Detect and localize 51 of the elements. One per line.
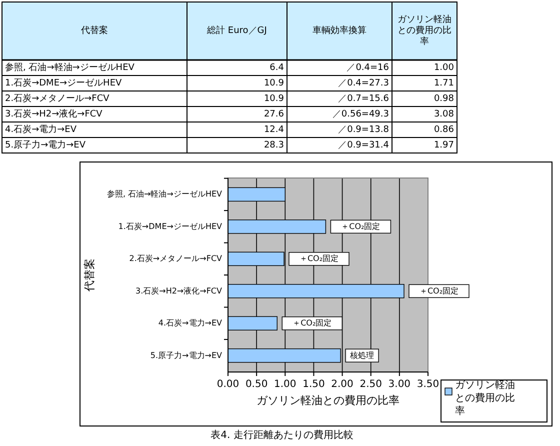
y-tick-label: 1.石炭→DME→ジーゼルHEV (118, 222, 223, 231)
text: 代替案 (80, 25, 108, 36)
x-tick-label: 0.00 (216, 379, 240, 390)
data-label: 12.4 (264, 125, 284, 136)
text: 車輌効率換算 (312, 25, 366, 36)
x-tick-label: 2.50 (360, 379, 382, 390)
annotation: ＋CO₂固定 (299, 254, 339, 264)
data-label: 1.00 (434, 63, 454, 74)
y-tick-label: 2.石炭→メタノール→FCV (129, 254, 223, 264)
text: 表4. 走行距離あたりの費用比較 (210, 429, 354, 441)
category-label: 2.石炭→メタノール→FCV (5, 93, 110, 104)
category-label: 3.石炭→H2→液化→FCV (5, 108, 104, 120)
category-label: 4.石炭→電力→EV (5, 124, 78, 136)
data-label: 0.98 (434, 94, 454, 104)
annotation: 核処理 (349, 350, 374, 360)
x-tick-label: 3.50 (416, 379, 440, 390)
text: ガソリン軽油との費用の比率 (398, 14, 452, 48)
data-label: 28.3 (264, 140, 284, 151)
x-tick-label: 3.00 (388, 379, 411, 390)
data-label: ／0.9=13.8 (338, 125, 390, 136)
x-tick-label: 2.00 (331, 379, 354, 390)
data-label: 1.71 (434, 78, 454, 89)
y-tick-label: 5.原子力→電力→EV (150, 350, 223, 360)
data-label: ／0.4=27.3 (338, 78, 389, 89)
data-label: ／0.7=15.6 (338, 94, 390, 104)
annotation: ＋CO₂固定 (292, 318, 332, 328)
data-label: 3.08 (434, 110, 454, 120)
data-label: 10.9 (264, 94, 284, 104)
data-label: 0.86 (434, 125, 454, 136)
data-label: 10.9 (264, 78, 284, 89)
category-label: 5.原子力→電力→EV (5, 140, 86, 151)
x-tick-label: 0.50 (245, 379, 268, 390)
y-tick-label: 4.石炭→電力→EV (158, 318, 223, 328)
x-tick-label: 1.50 (302, 379, 325, 390)
legend-label: ガソリン軽油との費用の比率 (455, 378, 515, 417)
category-label: 参照, 石油→軽油→ジーゼルHEV (5, 62, 136, 74)
data-label: 27.6 (264, 110, 284, 120)
x-axis-title: ガソリン軽油との費用の比率 (256, 394, 400, 407)
category-label: 1.石炭→DME→ジーゼルHEV (5, 78, 123, 89)
data-label: ／0.4=16 (346, 63, 390, 74)
data-label: 6.4 (270, 63, 284, 74)
data-label: ／0.56=49.3 (332, 110, 389, 120)
annotation: ＋CO₂固定 (419, 286, 459, 296)
y-axis-title: 代替案 (83, 258, 96, 292)
data-label: 1.97 (434, 140, 454, 151)
annotation: ＋CO₂固定 (341, 222, 380, 231)
y-tick-label: 参照, 石油→軽油→ジーゼルHEV (106, 190, 223, 199)
x-tick-label: 1.00 (274, 379, 296, 390)
y-tick-label: 3.石炭→H2→液化→FCV (135, 286, 223, 296)
text: 総計 Euro／GJ (206, 25, 267, 36)
data-label: ／0.9=31.4 (338, 140, 390, 151)
